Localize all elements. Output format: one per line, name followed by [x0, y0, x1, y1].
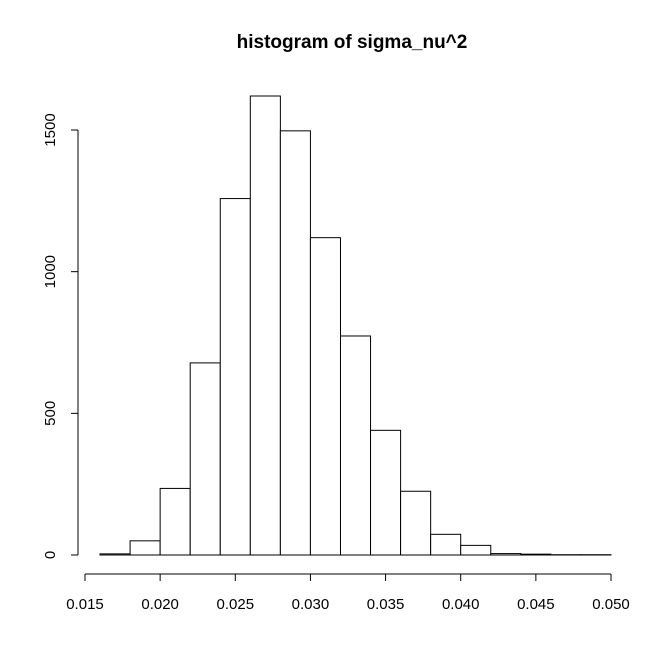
histogram-bar	[189, 362, 221, 556]
x-tick-label: 0.050	[592, 596, 630, 613]
histogram-bar	[460, 544, 492, 556]
y-tick-label: 1000	[42, 255, 59, 288]
x-axis: 0.015 0.020 0.025 0.030 0.035 0.040 0.045 0.050	[66, 573, 630, 613]
chart-title: histogram of sigma_nu^2	[237, 32, 468, 53]
histogram-bars	[99, 95, 612, 556]
histogram-bar	[219, 198, 251, 556]
histogram-bar	[309, 237, 341, 556]
histogram-bar	[129, 540, 161, 556]
y-axis: 0 500 1000 1500	[42, 113, 79, 559]
y-tick-label: 1500	[42, 113, 59, 146]
histogram-bar	[99, 553, 131, 556]
x-tick-label: 0.045	[517, 596, 555, 613]
histogram-bar	[400, 490, 432, 556]
histogram-bar	[339, 335, 372, 556]
x-tick-label: 0.020	[141, 596, 179, 613]
histogram-bar	[249, 95, 281, 556]
x-tick-label: 0.040	[442, 596, 480, 613]
y-tick-label: 500	[42, 401, 59, 426]
histogram-bar	[490, 553, 522, 556]
x-tick-label: 0.025	[217, 596, 255, 613]
histogram-bar	[159, 487, 191, 556]
x-tick-label: 0.030	[292, 596, 330, 613]
histogram-bar	[370, 429, 402, 556]
histogram-bar	[279, 130, 311, 556]
x-tick-label: 0.015	[66, 596, 104, 613]
x-tick-label: 0.035	[367, 596, 405, 613]
histogram-bar	[430, 533, 462, 556]
y-tick-label: 0	[42, 551, 59, 559]
histogram-bar	[520, 553, 552, 556]
